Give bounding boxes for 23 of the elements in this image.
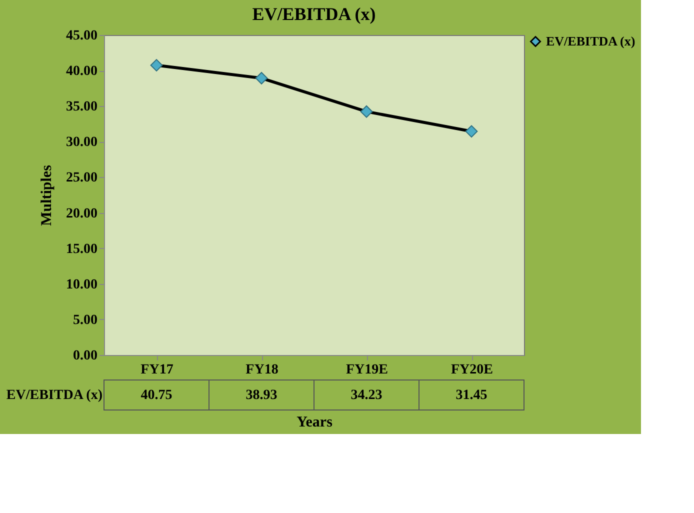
y-tick-label: 25.00 bbox=[66, 170, 98, 186]
x-tick-label: FY20E bbox=[451, 362, 493, 378]
x-tick-label: FY18 bbox=[246, 362, 278, 378]
data-label: 40.75 bbox=[140, 388, 172, 403]
x-tick-label: FY17 bbox=[140, 362, 174, 378]
x-tick-label: FY19E bbox=[346, 362, 388, 378]
y-tick-label: 15.00 bbox=[66, 242, 98, 257]
y-tick-label: 30.00 bbox=[66, 135, 98, 150]
y-tick-label: 45.00 bbox=[66, 28, 98, 44]
data-label: 34.23 bbox=[350, 388, 382, 403]
y-axis-title: Multiples bbox=[39, 164, 55, 226]
y-tick-label: 20.00 bbox=[66, 206, 98, 222]
y-tick-label: 35.00 bbox=[66, 100, 98, 115]
y-tick-label: 0.00 bbox=[73, 348, 98, 364]
y-tick-label: 5.00 bbox=[73, 312, 98, 328]
x-axis-title: Years bbox=[296, 414, 333, 430]
data-label: 31.45 bbox=[456, 388, 488, 403]
legend-label: EV/EBITDA (x) bbox=[546, 34, 636, 48]
y-tick-label: 10.00 bbox=[66, 277, 98, 292]
text: EV/EBITDA (x) bbox=[6, 388, 102, 403]
chart-title: EV/EBITDA (x) bbox=[252, 4, 376, 24]
y-tick-label: 40.00 bbox=[66, 64, 98, 80]
data-label: 38.93 bbox=[246, 388, 278, 403]
